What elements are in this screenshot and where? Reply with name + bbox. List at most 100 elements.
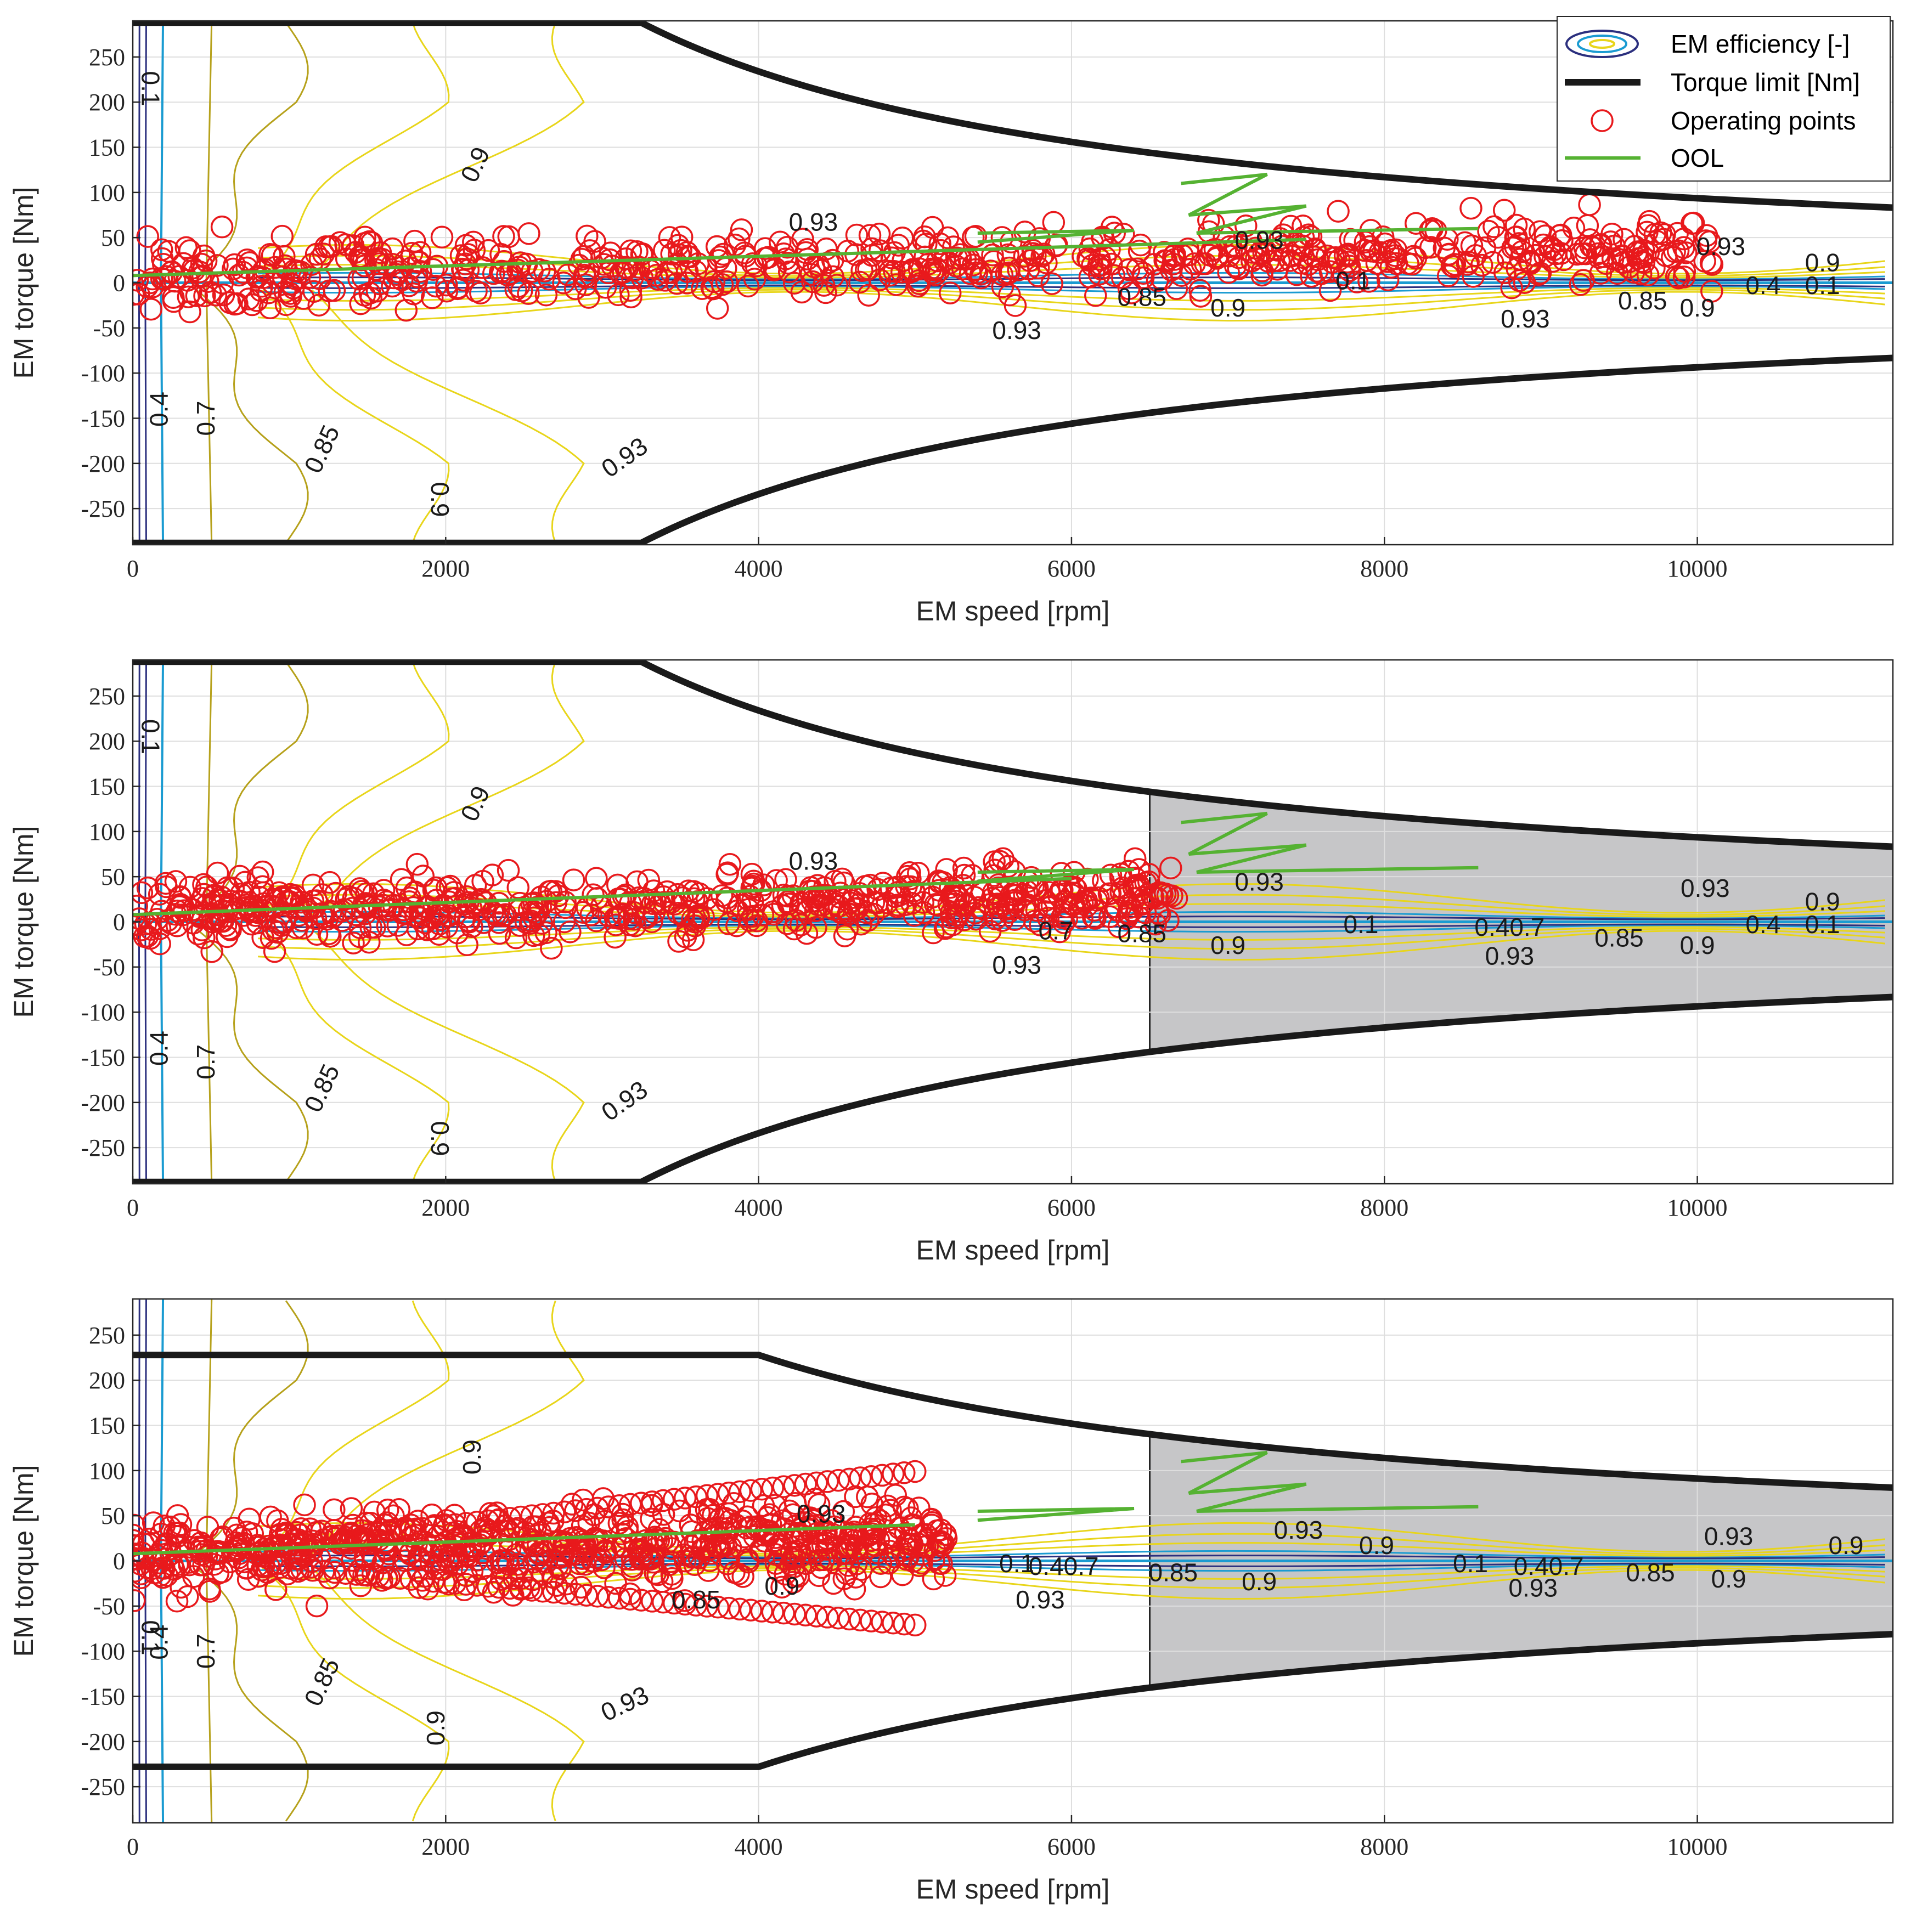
operating-point [585,909,608,933]
operating-point [206,1542,229,1565]
operating-point [696,1507,719,1530]
operating-point [531,1503,554,1526]
x-tick-label: 8000 [1360,1833,1408,1860]
operating-point [1303,239,1327,262]
operating-points [133,193,1724,324]
operating-point [133,1546,145,1570]
legend-operating-points-label: Operating points [1671,106,1856,135]
y-tick-label: -50 [93,315,125,342]
operating-point [860,237,883,261]
contour-label: 0.85 [1594,924,1644,952]
operating-point [323,1561,346,1584]
legend: EM efficiency [-] Torque limit [Nm] Oper… [1557,16,1891,182]
y-tick-label: -200 [81,450,125,477]
chart-panel-middle: 0.10.4 0.7 0.850.90.90.930.930.93 0.930.930… [8,659,1894,1266]
operating-point [554,890,577,914]
operating-point [145,1544,169,1567]
operating-point [822,1572,845,1595]
operating-point [715,1552,739,1575]
operating-point [860,1465,883,1488]
operating-point [170,1575,193,1599]
operating-point [728,1597,752,1621]
operating-point [435,279,459,303]
operating-point [268,1556,291,1579]
operating-point [1030,245,1053,268]
operating-point [1569,273,1592,296]
contour-label: 0.93 [1501,304,1550,333]
operating-point [150,1556,174,1580]
contour-label: 0.93 [1234,868,1284,896]
operating-point [814,281,837,304]
operating-point [421,258,445,281]
operating-point [854,258,878,281]
operating-point [802,1515,825,1538]
operating-point [487,911,511,934]
operating-point [388,1567,412,1590]
operating-point [739,1598,763,1622]
operating-point [651,1590,675,1614]
operating-point [471,869,494,893]
operating-point [799,263,823,286]
operating-point [465,280,488,303]
operating-point [662,1488,686,1511]
operating-point [438,874,462,898]
operating-point [1098,882,1122,905]
contour-label: 0.9 [764,1572,799,1600]
operating-point [922,921,945,945]
operating-point [430,225,454,249]
operating-point [465,1574,489,1597]
operating-point [206,861,229,885]
operating-point [867,222,891,246]
operating-point [331,909,354,932]
operating-point [395,876,419,900]
operating-point [745,914,769,937]
operating-point [924,892,947,916]
operating-point [761,1476,785,1500]
operating-point [1699,251,1723,274]
operating-point [844,1523,867,1546]
operating-point [279,1532,302,1555]
operating-point [1111,876,1134,900]
operating-point [320,235,343,258]
operating-point [223,253,246,276]
x-tick-label: 0 [127,555,139,582]
x-tick-label: 2000 [421,555,470,582]
operating-point [695,1484,719,1507]
operating-point [302,280,325,303]
operating-point [945,906,968,930]
efficiency-contour-line [311,928,585,1183]
operating-point [629,1546,652,1569]
operating-point [928,232,951,256]
operating-point [563,277,587,301]
operating-point [162,286,185,309]
operating-point [899,1533,922,1556]
operating-point [706,1483,730,1506]
contour-label: 0.9 [1210,931,1245,959]
operating-point [454,1512,478,1535]
operating-point [652,1503,675,1526]
operating-point [530,912,553,935]
operating-point [640,1590,664,1613]
operating-point [753,237,777,260]
operating-point [377,1566,401,1589]
operating-point [952,856,976,880]
operating-point [860,1609,883,1632]
operating-point [838,1607,861,1631]
operating-point [506,876,530,899]
y-axis-label: EM torque [Nm] [8,187,39,379]
operating-point [358,281,381,305]
operating-point [388,1519,412,1543]
y-tick-label: 150 [89,134,125,161]
operating-point [640,1490,664,1513]
operating-point [969,266,993,290]
operating-point [1610,244,1634,267]
operating-point [728,1480,752,1504]
contour-label: 0.93 [992,951,1041,979]
contour-label: 0.1 [999,1549,1034,1578]
operating-point [1482,215,1506,239]
efficiency-contour-line [258,1542,1885,1557]
contour-label: 0.93 [1274,1516,1323,1544]
